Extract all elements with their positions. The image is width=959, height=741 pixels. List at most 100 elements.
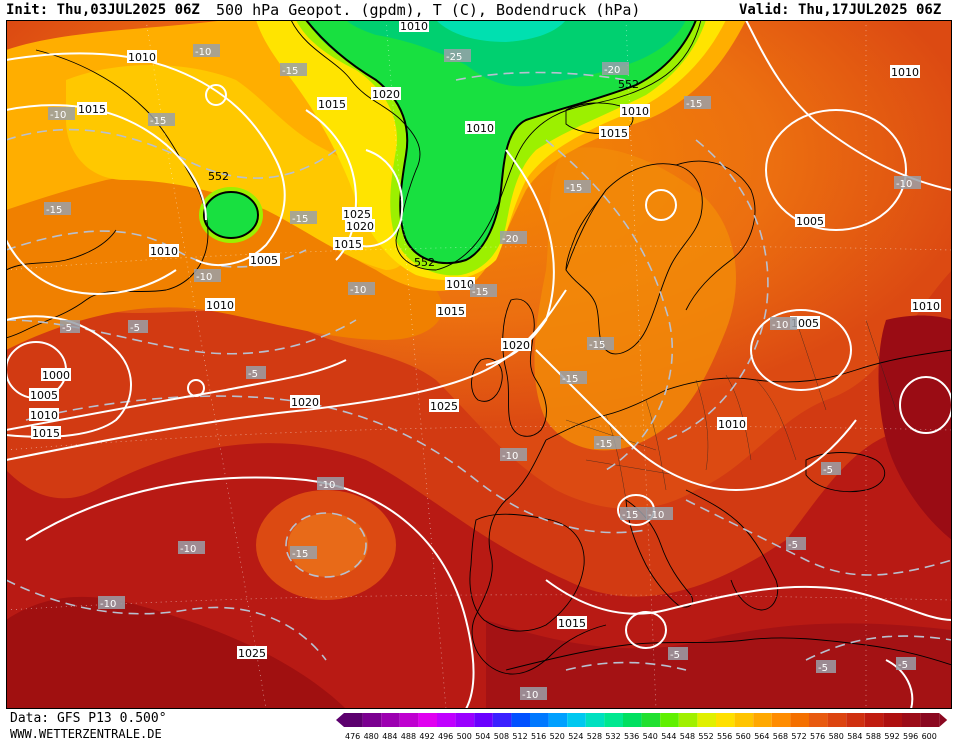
- legend-level-label: 552: [698, 732, 713, 741]
- field-atlantic-island-core: [288, 513, 368, 577]
- svg-text:-25: -25: [446, 52, 462, 63]
- temperature-label: -25: [444, 49, 471, 63]
- legend-swatch: [864, 713, 884, 727]
- svg-text:1015: 1015: [334, 238, 362, 251]
- legend-swatch: [678, 713, 698, 727]
- pressure-label: 1015: [599, 126, 629, 140]
- legend-swatch: [809, 713, 828, 727]
- legend-level-label: 524: [568, 732, 583, 741]
- legend-level-label: 480: [364, 732, 379, 741]
- svg-text:-10: -10: [196, 272, 212, 283]
- pressure-label: 1010: [890, 65, 920, 79]
- svg-text:1010: 1010: [128, 51, 156, 64]
- legend-level-label: 492: [419, 732, 434, 741]
- legend-swatch: [697, 713, 716, 727]
- legend-level-label: 544: [661, 732, 676, 741]
- pressure-label: 1025: [237, 646, 267, 660]
- pressure-label: 1005: [795, 214, 825, 228]
- legend-swatch: [399, 713, 419, 727]
- svg-text:-15: -15: [589, 340, 605, 351]
- legend-level-label: 516: [531, 732, 546, 741]
- temperature-label: -10: [193, 44, 220, 58]
- weather-map: 1010 1015 1000 1005 1010 1015 1010 1020 1005 1025…: [6, 20, 952, 709]
- svg-text:-10: -10: [896, 179, 912, 190]
- legend-arrow-right: [939, 713, 948, 727]
- legend-swatch: [604, 713, 623, 727]
- temperature-label: -10: [194, 269, 221, 283]
- pressure-label: 1010: [911, 299, 941, 313]
- svg-text:1015: 1015: [600, 127, 628, 140]
- temperature-label: -10: [48, 107, 75, 121]
- legend-level-label: 556: [717, 732, 732, 741]
- legend-level-label: 540: [643, 732, 658, 741]
- svg-text:-15: -15: [292, 549, 308, 560]
- svg-text:-20: -20: [502, 234, 518, 245]
- legend-level-label: 536: [624, 732, 639, 741]
- svg-text:-15: -15: [150, 116, 166, 127]
- legend-swatch: [474, 713, 493, 727]
- legend-swatch: [716, 713, 735, 727]
- legend-swatch: [437, 713, 456, 727]
- legend-swatch: [548, 713, 568, 727]
- pressure-label: 1010: [29, 408, 59, 422]
- temperature-label: -5: [821, 462, 841, 476]
- legend-swatch: [362, 713, 382, 727]
- legend-swatch: [827, 713, 847, 727]
- map-header: Init: Thu,03JUL2025 06Z 500 hPa Geopot. …: [0, 0, 959, 20]
- pressure-label: 1005: [29, 388, 59, 402]
- pressure-label: 1010: [465, 121, 495, 135]
- legend-swatch: [734, 713, 754, 727]
- svg-text:-5: -5: [818, 663, 828, 674]
- temperature-label: -15: [594, 436, 621, 450]
- svg-text:1015: 1015: [318, 98, 346, 111]
- temperature-labels: -10 -15 -15 -10 -15 -25 -20 -15 -15 -10 -20 -15 -10 -…: [44, 44, 921, 701]
- svg-text:1020: 1020: [291, 396, 319, 409]
- temperature-label: -10: [178, 541, 205, 555]
- svg-text:-20: -20: [604, 65, 620, 76]
- temperature-label: -10: [348, 282, 375, 296]
- svg-text:-15: -15: [566, 183, 582, 194]
- temperature-label: -15: [148, 113, 175, 127]
- legend-swatch: [344, 713, 363, 727]
- legend-swatch: [771, 713, 791, 727]
- map-title: 500 hPa Geopot. (gpdm), T (C), Bodendruc…: [216, 1, 641, 19]
- temperature-label: -15: [44, 202, 71, 216]
- legend-swatch: [585, 713, 605, 727]
- temperature-label: -10: [646, 507, 673, 521]
- legend-swatch: [567, 713, 586, 727]
- svg-text:-10: -10: [350, 285, 366, 296]
- pressure-label: 1010: [149, 244, 179, 258]
- svg-text:-5: -5: [898, 660, 908, 671]
- legend-level-label: 520: [550, 732, 565, 741]
- field-low-west-core: [204, 192, 258, 238]
- svg-text:1010: 1010: [466, 122, 494, 135]
- legend-swatch: [846, 713, 865, 727]
- pressure-label: 1010: [127, 50, 157, 64]
- svg-text:1010: 1010: [150, 245, 178, 258]
- coastlines: [6, 20, 952, 675]
- low-label: 552: [618, 78, 639, 91]
- legend-level-label: 476: [345, 732, 360, 741]
- svg-text:1015: 1015: [558, 617, 586, 630]
- pressure-label: 1020: [345, 219, 375, 233]
- legend-swatch: [492, 713, 512, 727]
- pressure-label: 1010: [717, 417, 747, 431]
- legend-swatch: [920, 713, 940, 727]
- pressure-label: 1025: [429, 399, 459, 413]
- temperature-label: -5: [896, 657, 916, 671]
- svg-text:1005: 1005: [250, 254, 278, 267]
- svg-text:1005: 1005: [30, 389, 58, 402]
- map-frame: [6, 20, 952, 709]
- temperature-label: -15: [290, 546, 317, 560]
- init-time: Init: Thu,03JUL2025 06Z: [6, 2, 200, 18]
- svg-text:-15: -15: [292, 214, 308, 225]
- legend-swatch: [641, 713, 661, 727]
- temperature-label: -5: [60, 320, 80, 334]
- temperature-label: -15: [290, 211, 317, 225]
- valid-time: Valid: Thu,17JUL2025 06Z: [739, 2, 942, 18]
- pressure-label: 1015: [333, 237, 363, 251]
- field-teal: [436, 20, 566, 42]
- legend-level-label: 600: [922, 732, 937, 741]
- legend-level-label: 528: [587, 732, 602, 741]
- legend-level-label: 596: [903, 732, 918, 741]
